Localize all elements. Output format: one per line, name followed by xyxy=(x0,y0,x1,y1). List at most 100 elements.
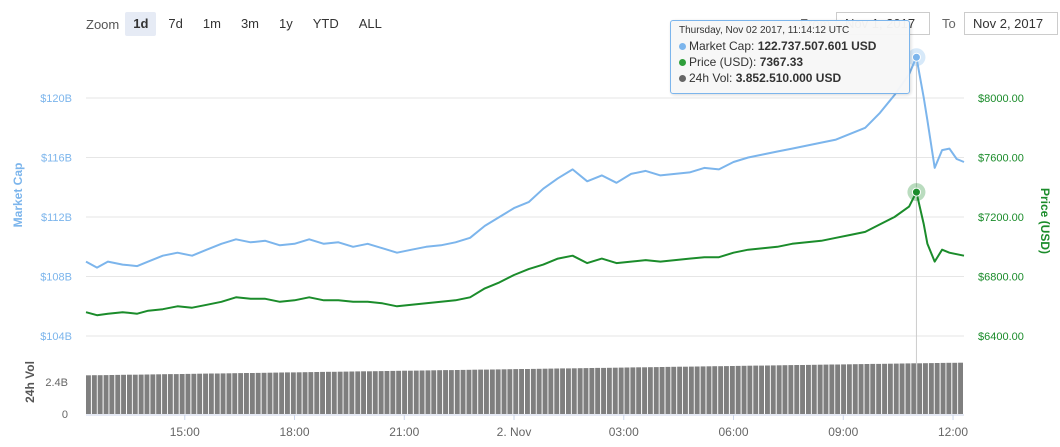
volume-bar xyxy=(343,371,349,414)
x-tick-label: 12:00 xyxy=(938,425,968,439)
volume-bar xyxy=(870,363,876,414)
zoom-selector: Zoom 1d 7d 1m 3m 1y YTD ALL xyxy=(86,12,394,36)
volume-bar xyxy=(601,367,606,414)
market-cap-line xyxy=(85,56,965,269)
volume-bar xyxy=(788,365,794,414)
volume-bar xyxy=(519,369,524,414)
volume-bar xyxy=(589,368,595,414)
x-tick-label: 15:00 xyxy=(170,425,200,439)
x-tick-label: 21:00 xyxy=(389,425,419,439)
volume-bar xyxy=(179,374,185,414)
tooltip-market-cap-name: Market Cap xyxy=(689,39,752,53)
volume-bar xyxy=(203,373,208,414)
volume-bar xyxy=(191,373,197,414)
volume-bar xyxy=(759,365,764,414)
volume-bar xyxy=(624,367,630,414)
volume-bar xyxy=(911,363,917,414)
volume-bar xyxy=(460,369,466,414)
volume-bar xyxy=(700,366,706,414)
right-axis-title: Price (USD) xyxy=(1038,188,1052,254)
zoom-ytd-button[interactable]: YTD xyxy=(312,16,339,31)
volume-bar xyxy=(285,372,290,414)
volume-bar xyxy=(86,375,91,414)
volume-bar xyxy=(367,371,372,414)
volume-bar xyxy=(478,369,484,414)
volume-bar xyxy=(735,365,741,414)
range-to-input[interactable] xyxy=(964,12,1058,35)
volume-bar xyxy=(525,369,530,414)
volume-bar xyxy=(636,367,642,414)
zoom-label: Zoom xyxy=(86,16,120,32)
volume-bar xyxy=(472,369,478,414)
volume-bar xyxy=(320,371,325,414)
volume-bar xyxy=(150,374,156,414)
volume-bar xyxy=(835,364,841,414)
volume-bar xyxy=(917,363,923,414)
x-tick-label: 03:00 xyxy=(609,425,639,439)
zoom-3m-button[interactable]: 3m xyxy=(240,16,259,31)
volume-bar xyxy=(97,375,103,414)
volume-bar xyxy=(729,366,735,414)
zoom-7d-button[interactable]: 7d xyxy=(168,16,183,31)
volume-bar xyxy=(642,367,647,414)
volume-tick-label: 2.4B xyxy=(45,377,68,389)
volume-bar xyxy=(595,367,601,414)
volume-bar xyxy=(554,368,560,414)
volume-bar xyxy=(314,372,320,414)
volume-bar xyxy=(214,373,220,414)
market-cap-dot-icon xyxy=(679,43,686,51)
volume-bar xyxy=(273,372,279,414)
volume-bar xyxy=(425,370,431,414)
volume-bar xyxy=(794,365,800,414)
volume-bar xyxy=(712,366,718,414)
zoom-1y-button[interactable]: 1y xyxy=(279,16,293,31)
volume-bar xyxy=(290,372,296,414)
volume-bar xyxy=(606,367,612,414)
left-axis-title: Market Cap xyxy=(11,163,25,228)
volume-bar xyxy=(577,368,583,414)
volume-bar xyxy=(934,363,940,414)
zoom-1d-button[interactable]: 1d xyxy=(125,12,157,36)
volume-bar xyxy=(887,363,893,414)
volume-bar xyxy=(173,374,179,414)
volume-bar xyxy=(800,365,805,414)
volume-bar xyxy=(419,370,425,414)
tooltip-volume-name: 24h Vol xyxy=(689,71,730,85)
right-tick-label: $7200.00 xyxy=(978,212,1024,224)
zoom-1m-button[interactable]: 1m xyxy=(202,16,221,31)
volume-bar xyxy=(665,366,671,414)
volume-bar xyxy=(530,368,536,414)
volume-bar xyxy=(121,374,126,414)
left-tick-label: $116B xyxy=(41,153,72,165)
volume-bar xyxy=(402,370,407,414)
volume-bar xyxy=(770,365,776,414)
tooltip: Thursday, Nov 02 2017, 11:14:12 UTC Mark… xyxy=(670,20,910,94)
price-hover-marker xyxy=(911,187,921,197)
right-tick-label: $6800.00 xyxy=(978,272,1024,284)
volume-bar xyxy=(326,371,331,414)
volume-bar xyxy=(858,364,864,414)
volume-bar xyxy=(741,365,747,414)
volume-bar xyxy=(612,367,618,414)
volume-bar xyxy=(706,366,712,414)
volume-bar xyxy=(308,372,314,414)
volume-bar xyxy=(144,374,150,414)
volume-dot-icon xyxy=(679,75,686,83)
x-tick-label: 06:00 xyxy=(719,425,749,439)
volume-bar xyxy=(747,365,753,414)
volume-bar xyxy=(372,371,378,414)
volume-bar xyxy=(489,369,495,414)
volume-bar xyxy=(355,371,361,414)
left-tick-label: $108B xyxy=(40,272,72,284)
volume-bar xyxy=(560,368,565,414)
volume-bar xyxy=(548,368,554,414)
volume-bar xyxy=(583,368,589,414)
volume-bar xyxy=(852,364,858,414)
volume-bar xyxy=(846,364,852,414)
volume-bar xyxy=(806,364,811,414)
tooltip-price-value: 7367.33 xyxy=(759,55,804,69)
volume-bar xyxy=(226,373,232,414)
zoom-all-button[interactable]: ALL xyxy=(358,16,382,31)
volume-bar xyxy=(162,374,167,414)
